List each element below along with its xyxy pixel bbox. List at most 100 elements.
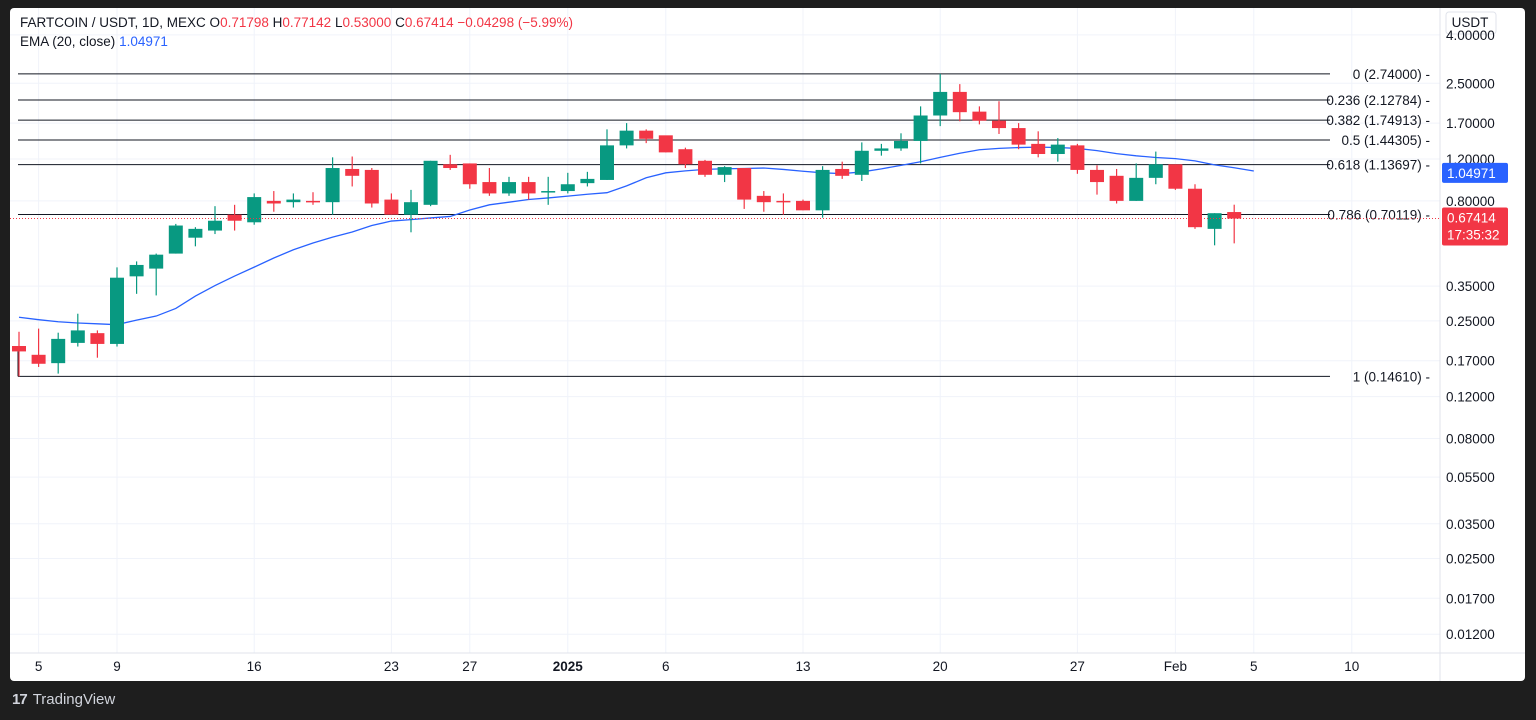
candle-body[interactable] [717, 167, 732, 175]
candle-body[interactable] [90, 333, 105, 344]
price-tick-label: 0.08000 [1446, 431, 1495, 446]
candle-body[interactable] [110, 277, 124, 344]
candle-body[interactable] [31, 354, 46, 364]
candle-body[interactable] [404, 202, 418, 215]
candle-body[interactable] [345, 168, 360, 176]
candle-body[interactable] [1129, 177, 1144, 201]
candle-body[interactable] [462, 163, 477, 185]
candle-body[interactable] [521, 182, 536, 194]
time-tick-label: 16 [247, 659, 262, 674]
price-chart[interactable]: 0 (2.74000) - 0.236 (2.12784) - 0.382 (1.7… [10, 8, 1525, 681]
indicator-row[interactable]: EMA (20, close) 1.04971 [20, 32, 573, 51]
time-tick-label: 9 [113, 659, 121, 674]
candle-body[interactable] [325, 168, 340, 203]
price-badges: 1.04971 0.67414 17:35:32 [1442, 162, 1508, 246]
candle-body[interactable] [541, 191, 556, 193]
candle-body[interactable] [952, 91, 967, 113]
price-tick-label: 0.02500 [1446, 551, 1495, 566]
price-tick-label: 0.01700 [1446, 591, 1495, 606]
candle-body[interactable] [658, 135, 673, 153]
time-tick-label: 5 [35, 659, 43, 674]
fib-level-label: 1 (0.14610) - [1353, 369, 1430, 384]
time-tick-label: 23 [384, 659, 399, 674]
candle-body[interactable] [1207, 213, 1222, 229]
time-tick-label: 10 [1344, 659, 1359, 674]
chart-panel: 0 (2.74000) - 0.236 (2.12784) - 0.382 (1.7… [10, 8, 1525, 681]
candle-body[interactable] [678, 149, 693, 165]
last-price-countdown: 17:35:32 [1447, 228, 1500, 243]
time-tick-label: 27 [462, 659, 477, 674]
candle-body[interactable] [796, 200, 810, 211]
candle-body[interactable] [619, 130, 634, 146]
candle-body[interactable] [1109, 175, 1124, 201]
candle-body[interactable] [502, 182, 516, 194]
symbol-title[interactable]: FARTCOIN / USDT, 1D, MEXC [20, 15, 206, 30]
candle-body[interactable] [12, 346, 26, 352]
candle-body[interactable] [600, 145, 614, 180]
candle-body[interactable] [756, 195, 771, 203]
candle-body[interactable] [1070, 145, 1085, 170]
currency-label[interactable]: USDT [1452, 15, 1489, 30]
candle-body[interactable] [894, 140, 908, 149]
open-value: 0.71798 [220, 15, 269, 30]
candle-body[interactable] [835, 168, 850, 176]
candle-body[interactable] [266, 200, 281, 204]
candle-body[interactable] [149, 254, 164, 269]
fib-level-label: 0.236 (2.12784) - [1326, 93, 1430, 108]
ema-polyline [18, 146, 1254, 326]
candle-body[interactable] [972, 111, 987, 121]
time-tick-label: 2025 [553, 659, 584, 674]
candle-body[interactable] [482, 182, 497, 194]
candlesticks [12, 73, 1242, 377]
candle-body[interactable] [874, 148, 889, 151]
candle-body[interactable] [247, 197, 262, 223]
price-tick-label: 4.00000 [1446, 28, 1495, 43]
candle-body[interactable] [580, 178, 595, 184]
high-label: H [272, 15, 283, 30]
candle-body[interactable] [560, 184, 575, 192]
candle-body[interactable] [933, 91, 948, 116]
candle-body[interactable] [227, 214, 242, 221]
candle-body[interactable] [188, 228, 203, 238]
candle-body[interactable] [168, 225, 183, 254]
candle-body[interactable] [1148, 164, 1163, 178]
candle-body[interactable] [423, 160, 438, 205]
candle-body[interactable] [286, 199, 301, 203]
candle-body[interactable] [1227, 212, 1242, 219]
tradingview-logo-icon: 17 [12, 691, 28, 708]
price-tick-label: 0.25000 [1446, 314, 1495, 329]
fib-level-label: 0.618 (1.13697) - [1326, 158, 1430, 173]
last-price-badge [1442, 207, 1508, 246]
fib-level-label: 0.382 (1.74913) - [1326, 113, 1430, 128]
ema-label: EMA (20, close) [20, 34, 116, 49]
candle-body[interactable] [1188, 188, 1202, 228]
candle-body[interactable] [1090, 169, 1104, 183]
footer-brand[interactable]: 17 TradingView [12, 691, 115, 708]
candle-body[interactable] [1011, 128, 1026, 145]
candle-body[interactable] [992, 120, 1006, 129]
price-tick-label: 0.05500 [1446, 470, 1495, 485]
candle-body[interactable] [776, 200, 791, 203]
candle-body[interactable] [443, 164, 458, 169]
candle-body[interactable] [208, 220, 222, 231]
candle-body[interactable] [1050, 144, 1065, 155]
candle-body[interactable] [129, 264, 144, 277]
ema-price-badge [1442, 162, 1508, 183]
candle-body[interactable] [1031, 143, 1046, 155]
change-value: −0.04298 (−5.99%) [457, 15, 573, 30]
candle-body[interactable] [737, 168, 752, 200]
candle-body[interactable] [1168, 164, 1183, 189]
candle-body[interactable] [70, 330, 85, 343]
candle-body[interactable] [815, 169, 830, 211]
brand-name: TradingView [32, 691, 116, 708]
candle-body[interactable] [364, 169, 379, 204]
candle-body[interactable] [51, 338, 66, 364]
candle-body[interactable] [698, 160, 712, 175]
candle-body[interactable] [306, 200, 320, 203]
candle-body[interactable] [854, 150, 869, 175]
candle-body[interactable] [913, 115, 928, 141]
currency-label-box[interactable] [1445, 11, 1497, 35]
ema-line [18, 146, 1254, 326]
candle-body[interactable] [639, 130, 654, 139]
candle-body[interactable] [384, 199, 399, 215]
